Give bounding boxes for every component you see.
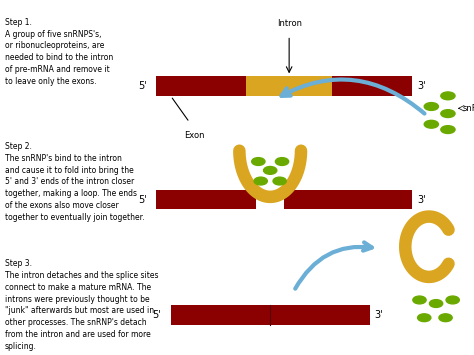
Text: 3': 3'	[417, 195, 426, 205]
Ellipse shape	[441, 126, 455, 133]
Bar	[246, 76, 332, 96]
Ellipse shape	[413, 296, 426, 304]
Text: 5': 5'	[153, 310, 161, 320]
Ellipse shape	[418, 314, 431, 322]
Text: Exon: Exon	[184, 131, 205, 140]
Text: 5': 5'	[138, 195, 147, 205]
Bar	[156, 190, 256, 209]
Text: Intron: Intron	[277, 20, 301, 28]
Ellipse shape	[439, 314, 452, 322]
Text: Step 2.
The snRNP's bind to the intron
and cause it to fold into bring the
5' an: Step 2. The snRNP's bind to the intron a…	[5, 142, 144, 222]
Bar	[156, 76, 246, 96]
Ellipse shape	[254, 177, 267, 185]
Ellipse shape	[264, 166, 277, 174]
Ellipse shape	[273, 177, 286, 185]
Bar	[284, 190, 412, 209]
Ellipse shape	[441, 110, 455, 118]
Ellipse shape	[429, 300, 443, 307]
Text: 3': 3'	[374, 310, 383, 320]
Text: 5': 5'	[138, 81, 147, 91]
Bar	[171, 305, 370, 325]
Ellipse shape	[424, 120, 438, 128]
Ellipse shape	[441, 92, 455, 100]
Bar	[332, 76, 412, 96]
Ellipse shape	[424, 103, 438, 110]
Text: 3': 3'	[417, 81, 426, 91]
Ellipse shape	[446, 296, 459, 304]
Text: Step 1.
A group of five snRNPS's,
or ribonucleoproteins, are
needed to bind to t: Step 1. A group of five snRNPS's, or rib…	[5, 18, 113, 86]
Ellipse shape	[275, 158, 289, 165]
Text: snRNPS: snRNPS	[462, 104, 474, 113]
Text: Step 3.
The intron detaches and the splice sites
connect to make a mature mRNA. : Step 3. The intron detaches and the spli…	[5, 259, 158, 351]
Ellipse shape	[252, 158, 265, 165]
